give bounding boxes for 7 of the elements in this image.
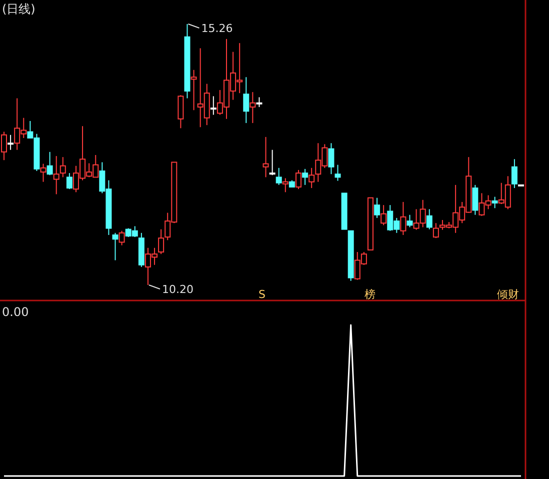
text: 0.00 — [2, 305, 29, 319]
text: 榜 — [364, 288, 376, 301]
text: 倾财 — [497, 288, 519, 301]
chart-title: (日线) — [2, 2, 36, 16]
annotation: 10.20 — [162, 283, 194, 296]
text: S — [258, 288, 266, 301]
annotation: 15.26 — [201, 22, 233, 35]
